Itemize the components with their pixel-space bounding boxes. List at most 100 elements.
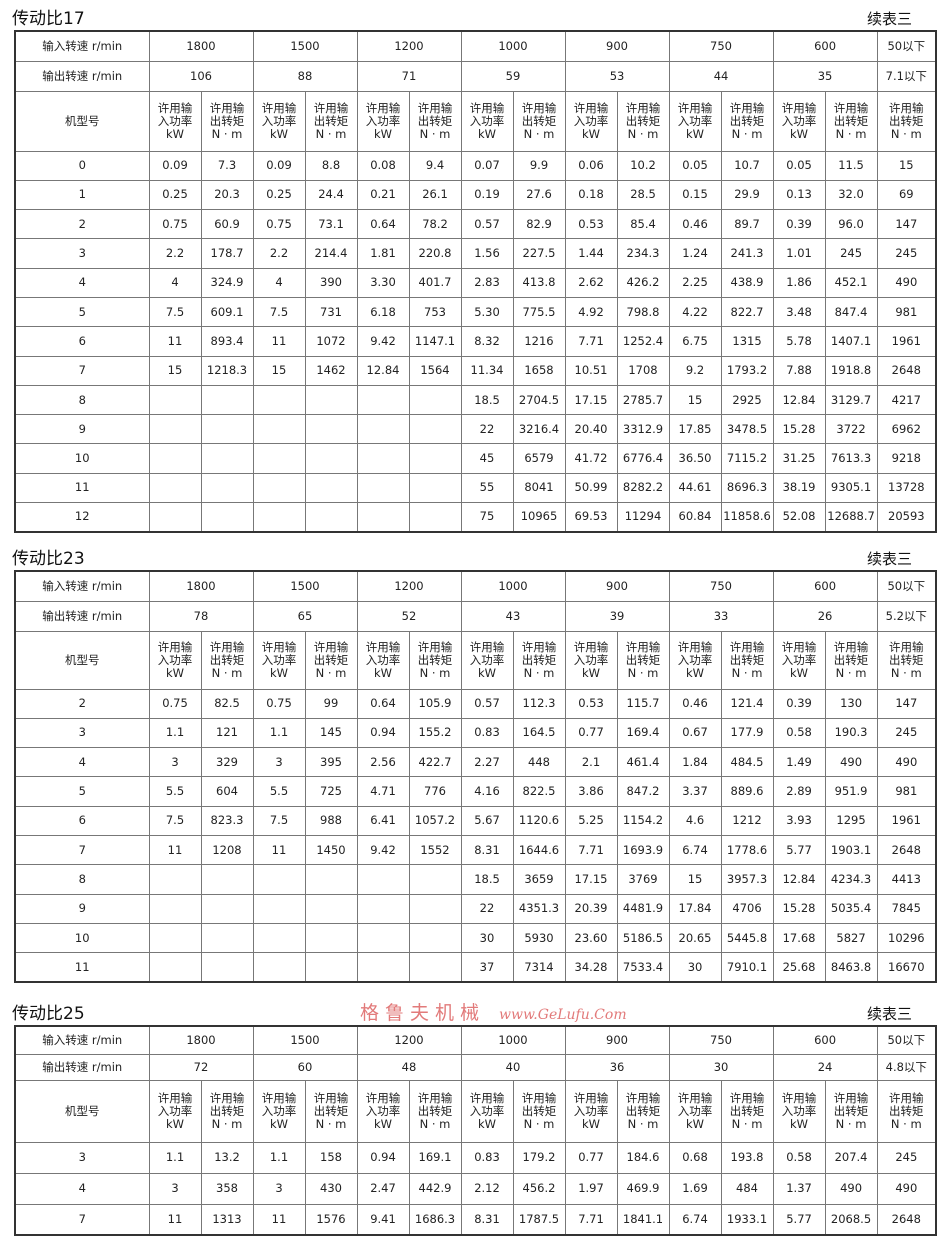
torque-cell: 1462 — [304, 355, 358, 386]
torque-cell — [200, 864, 254, 895]
torque-cell: 1218.3 — [200, 355, 254, 386]
torque-header: 许用输 出转矩 N · m — [824, 630, 878, 690]
power-cell: 3.37 — [668, 776, 722, 807]
torque-cell: 8282.2 — [616, 472, 670, 504]
torque-cell: 461.4 — [616, 747, 670, 778]
power-header: 许用输 入功率 kW — [668, 1079, 722, 1143]
table-row: 5 5.5 604 5.5 725 4.71 776 4.16 822.5 3.86 847.2 3.… — [14, 776, 937, 807]
torque-header-line: N · m — [835, 1116, 867, 1131]
input-speed-row: 输入转速 r/min 1800 1500 1200 1000 900 750 600 50以下 — [14, 1025, 937, 1055]
model-cell: 4 — [14, 747, 150, 778]
power-cell: 4 — [148, 267, 202, 298]
power-header-line: 入功率 — [677, 113, 713, 128]
torque-cell: 207.4 — [824, 1141, 878, 1174]
output-speed-row: 输出转速 r/min 78 65 52 43 39 33 26 5.2以下 — [14, 600, 937, 632]
input-speed-cell: 900 — [564, 570, 670, 602]
output-speed-cell: 4.8以下 — [876, 1053, 937, 1081]
power-cell — [148, 472, 202, 504]
power-cell — [356, 472, 410, 504]
power-cell: 0.83 — [460, 717, 514, 749]
power-cell: 25.68 — [772, 952, 826, 983]
torque-cell — [304, 893, 358, 924]
power-cell: 3.48 — [772, 296, 826, 328]
torque-cell: 1793.2 — [720, 355, 774, 386]
table-row: 1 0.25 20.3 0.25 24.4 0.21 26.1 0.19 27.6 0.18 28.… — [14, 179, 937, 211]
power-cell — [148, 893, 202, 924]
torque-cell: 1787.5 — [512, 1203, 566, 1236]
torque-cell: 7.3 — [200, 150, 254, 181]
power-header-line: kW — [686, 1116, 705, 1131]
power-cell: 50.99 — [564, 472, 618, 504]
input-speed-cell: 1500 — [252, 570, 358, 602]
power-header-line: kW — [477, 1116, 497, 1131]
power-cell: 0.39 — [772, 209, 826, 240]
output-speed-cell: 26 — [772, 600, 878, 632]
torque-cell: 847.2 — [616, 776, 670, 807]
output-speed-cell: 48 — [356, 1053, 462, 1081]
power-cell: 12.84 — [772, 384, 826, 416]
torque-cell: 981 — [876, 776, 937, 807]
power-cell: 38.19 — [772, 472, 826, 504]
power-header-line: kW — [477, 665, 497, 680]
power-header: 许用输 入功率 kW — [148, 90, 202, 152]
power-header-line: 入功率 — [469, 652, 505, 667]
power-cell: 11 — [148, 1203, 202, 1236]
power-cell: 2.56 — [356, 747, 410, 778]
power-cell: 15 — [252, 355, 306, 386]
power-cell — [356, 922, 410, 954]
torque-cell: 5930 — [512, 922, 566, 954]
torque-cell — [408, 864, 462, 895]
model-cell: 11 — [14, 952, 150, 983]
power-cell: 1.84 — [668, 747, 722, 778]
power-cell: 0.75 — [252, 209, 306, 240]
torque-cell: 10.7 — [720, 150, 774, 181]
model-cell: 7 — [14, 355, 150, 386]
torque-cell: 15 — [876, 150, 937, 181]
power-header-line: 许用输 — [157, 100, 193, 115]
torque-cell: 775.5 — [512, 296, 566, 328]
torque-header: 许用输 出转矩 N · m — [720, 1079, 774, 1143]
torque-cell: 490 — [824, 1172, 878, 1205]
table-row: 5 7.5 609.1 7.5 731 6.18 753 5.30 775.5 4.92 798.8… — [14, 296, 937, 328]
power-cell: 0.64 — [356, 209, 410, 240]
power-cell: 0.57 — [460, 209, 514, 240]
power-header-line: 入功率 — [573, 1103, 609, 1118]
power-header-line: 许用输 — [365, 639, 401, 654]
torque-cell: 115.7 — [616, 688, 670, 719]
torque-cell: 822.5 — [512, 776, 566, 807]
power-cell: 12.84 — [356, 355, 410, 386]
torque-cell: 731 — [304, 296, 358, 328]
power-header: 许用输 入功率 kW — [668, 90, 722, 152]
torque-cell: 3769 — [616, 864, 670, 895]
torque-cell — [408, 893, 462, 924]
power-cell: 2.47 — [356, 1172, 410, 1205]
torque-cell: 2648 — [876, 1203, 937, 1236]
power-header-line: kW — [373, 126, 393, 141]
model-cell: 7 — [14, 1203, 150, 1236]
table-row: 8 18.5 3659 17.15 3769 15 3957.3 12.84 4234.3 441… — [14, 864, 937, 895]
torque-header-line: N · m — [315, 126, 347, 141]
input-speed-cell: 1500 — [252, 1025, 358, 1055]
torque-cell: 3722 — [824, 414, 878, 445]
power-header-line: kW — [165, 1116, 185, 1131]
torque-cell: 60.9 — [200, 209, 254, 240]
model-cell: 3 — [14, 1141, 150, 1174]
torque-cell: 1918.8 — [824, 355, 878, 386]
output-speed-cell: 72 — [148, 1053, 254, 1081]
power-header-line: kW — [581, 1116, 601, 1131]
table-row: 4 3 329 3 395 2.56 422.7 2.27 448 2.1 461.4 1.84 484… — [14, 747, 937, 778]
input-speed-cell: 900 — [564, 30, 670, 62]
torque-cell: 2785.7 — [616, 384, 670, 416]
input-speed-row: 输入转速 r/min 1800 1500 1200 1000 900 750 600 50以下 — [14, 30, 937, 62]
torque-cell: 145 — [304, 717, 358, 749]
torque-cell: 29.9 — [720, 179, 774, 211]
torque-cell: 3957.3 — [720, 864, 774, 895]
power-cell: 5.5 — [252, 776, 306, 807]
torque-cell: 82.5 — [200, 688, 254, 719]
torque-header-line: 出转矩 — [729, 652, 765, 667]
output-speed-cell: 59 — [460, 60, 566, 92]
table-row: 8 18.5 2704.5 17.15 2785.7 15 2925 12.84 3129.7 4… — [14, 384, 937, 416]
watermark-logo: 格鲁夫机械 www.GeLufu.Com — [360, 998, 627, 1025]
power-cell: 4.22 — [668, 296, 722, 328]
table-row: 10 45 6579 41.72 6776.4 36.50 7115.2 31.25 7613.… — [14, 443, 937, 474]
